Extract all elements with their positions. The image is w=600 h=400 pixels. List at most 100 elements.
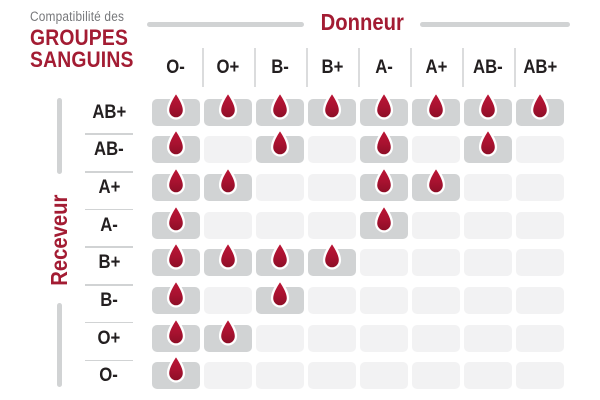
donor-axis-line-right — [420, 22, 570, 27]
donor-column-header-text: O+ — [216, 57, 240, 78]
matrix-cell-compatible — [152, 165, 200, 201]
blood-drop-icon — [426, 165, 446, 195]
blood-drop-icon — [374, 90, 394, 120]
donor-column-header-text: O- — [166, 57, 186, 78]
matrix-cell-compatible — [204, 90, 252, 126]
matrix-cell-compatible — [360, 90, 408, 126]
matrix-cell-incompatible — [308, 173, 356, 201]
receiver-row-header-text: AB- — [94, 139, 124, 161]
matrix-cell-incompatible — [516, 211, 564, 239]
donor-column-header-o+: O+ — [202, 50, 254, 86]
title-line-2-text: SANGUINS — [30, 46, 134, 72]
blood-drop-icon — [218, 316, 238, 346]
matrix-cell-incompatible — [204, 136, 252, 164]
donor-column-header-text: B- — [271, 57, 289, 78]
receiver-row-header-text: B+ — [98, 252, 120, 274]
blood-drop-icon — [270, 90, 290, 120]
matrix-cell-compatible — [204, 316, 252, 352]
matrix-cell-incompatible — [204, 362, 252, 390]
receiver-axis-label: Receveur — [45, 160, 73, 320]
matrix-cell-incompatible — [256, 362, 304, 390]
donor-axis-label: Donneur — [304, 9, 420, 36]
matrix-cell-incompatible — [412, 136, 460, 164]
matrix-cell-compatible — [256, 241, 304, 277]
matrix-cell-compatible — [256, 128, 304, 164]
blood-drop-icon — [374, 165, 394, 195]
matrix-cell-compatible — [464, 128, 512, 164]
matrix-cell-compatible — [464, 90, 512, 126]
column-header-separator — [462, 48, 464, 87]
title-eyebrow-text: Compatibilité des — [30, 9, 125, 24]
matrix-cell-incompatible — [516, 136, 564, 164]
matrix-cell-incompatible — [412, 211, 460, 239]
matrix-cell-compatible — [412, 165, 460, 201]
blood-drop-icon — [322, 90, 342, 120]
title-line-1: GROUPES — [30, 27, 148, 49]
donor-column-header-b-: B- — [254, 50, 306, 86]
matrix-cell-incompatible — [464, 249, 512, 277]
column-header-separator — [306, 48, 308, 87]
matrix-cell-compatible — [152, 128, 200, 164]
donor-column-header-text: B+ — [321, 57, 343, 78]
matrix-cell-incompatible — [516, 324, 564, 352]
matrix-cell-incompatible — [412, 362, 460, 390]
column-header-separator — [410, 48, 412, 87]
donor-column-header-text: AB+ — [523, 57, 557, 78]
row-header-separator — [85, 321, 133, 324]
receiver-row-header-a+: A+ — [85, 174, 133, 201]
column-header-separator — [514, 48, 516, 87]
matrix-cell-incompatible — [516, 173, 564, 201]
row-header-separator — [85, 359, 133, 361]
receiver-row-header-b+: B+ — [85, 249, 133, 276]
donor-column-header-text: AB- — [473, 57, 503, 78]
receiver-row-header-text: A- — [100, 214, 118, 236]
receiver-row-header-text: A+ — [98, 176, 120, 198]
matrix-cell-incompatible — [464, 173, 512, 201]
matrix-cell-incompatible — [308, 136, 356, 164]
matrix-cell-incompatible — [360, 287, 408, 314]
row-header-separator — [85, 284, 133, 286]
receiver-row-header-o+: O+ — [85, 325, 133, 352]
matrix-cell-incompatible — [308, 362, 356, 390]
matrix-cell-compatible — [516, 90, 564, 126]
matrix-cell-compatible — [412, 90, 460, 126]
matrix-cell-incompatible — [256, 173, 304, 201]
blood-drop-icon — [270, 241, 290, 270]
donor-column-header-o-: O- — [150, 50, 202, 86]
blood-drop-icon — [322, 241, 342, 270]
matrix-cell-incompatible — [464, 211, 512, 239]
matrix-cell-incompatible — [308, 324, 356, 352]
receiver-row-header-a-: A- — [85, 212, 133, 239]
matrix-cell-incompatible — [464, 287, 512, 314]
blood-drop-icon — [166, 90, 186, 120]
matrix-cell-compatible — [360, 128, 408, 164]
column-header-separator — [358, 48, 360, 87]
receiver-row-header-o-: O- — [85, 362, 133, 389]
matrix-cell-incompatible — [204, 287, 252, 314]
blood-drop-icon — [166, 278, 186, 308]
matrix-cell-compatible — [256, 278, 304, 314]
receiver-row-header-ab-: AB- — [85, 136, 133, 163]
matrix-cell-compatible — [152, 354, 200, 390]
title-line-2: SANGUINS — [30, 46, 148, 72]
column-header-separator — [202, 48, 204, 87]
blood-drop-icon — [530, 90, 550, 120]
matrix-cell-incompatible — [412, 249, 460, 277]
row-header-separator — [85, 208, 133, 211]
matrix-cell-compatible — [360, 203, 408, 239]
donor-column-header-text: A+ — [425, 57, 447, 78]
blood-drop-icon — [166, 128, 186, 157]
matrix-cell-compatible — [308, 90, 356, 126]
matrix-cell-incompatible — [516, 287, 564, 314]
donor-axis-line-left — [147, 22, 304, 27]
title-line-1-text: GROUPES — [30, 25, 129, 50]
matrix-cell-incompatible — [256, 324, 304, 352]
donor-column-header-text: A- — [375, 57, 393, 78]
matrix-cell-compatible — [152, 316, 200, 352]
blood-drop-icon — [478, 128, 498, 157]
matrix-cell-incompatible — [412, 324, 460, 352]
receiver-row-header-text: AB+ — [92, 101, 126, 123]
matrix-cell-incompatible — [204, 211, 252, 239]
receiver-row-header-text: O- — [99, 365, 119, 387]
receiver-axis-line-top — [57, 98, 62, 174]
